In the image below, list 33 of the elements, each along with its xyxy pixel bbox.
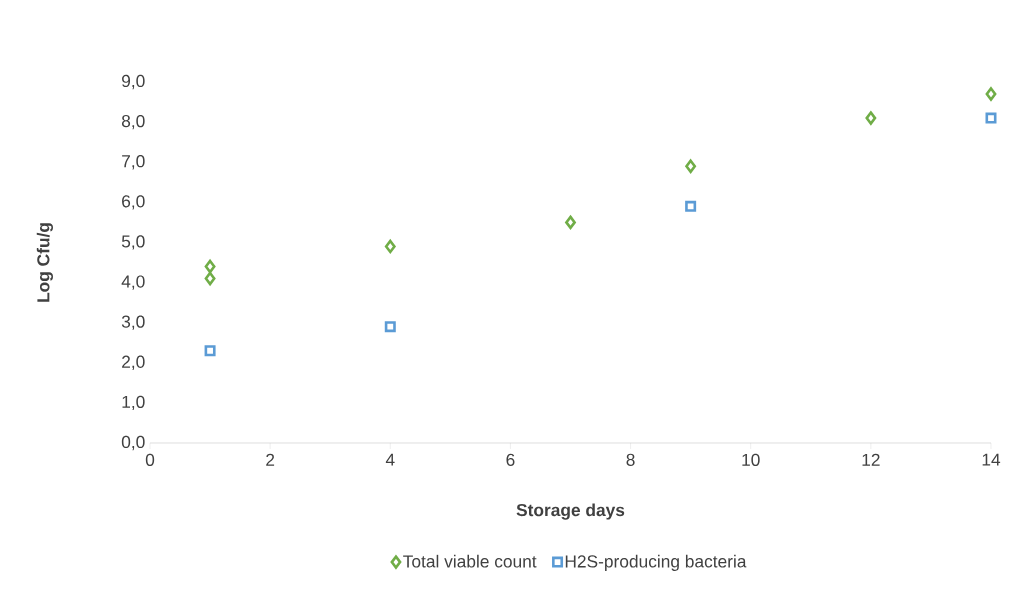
x-tick-label: 6 (506, 453, 515, 466)
y-tick-label: 0,0 (121, 435, 145, 451)
y-tick-label: 5,0 (121, 235, 145, 250)
x-tick-label: 10 (742, 453, 760, 466)
x-tick-label: 14 (982, 453, 1001, 466)
point (565, 215, 576, 230)
point (204, 345, 216, 357)
point (685, 200, 697, 212)
point (384, 321, 396, 333)
x-tick-label: 8 (626, 453, 635, 466)
point (204, 259, 216, 274)
x-tick-label: 2 (266, 453, 275, 466)
x-tick-label: 4 (385, 453, 395, 466)
y-axis-title: Log Cfu/g (36, 223, 54, 302)
point (865, 111, 877, 125)
point (204, 271, 216, 286)
x-tick-label: 12 (862, 453, 880, 466)
x-axis-title: Storage days (516, 503, 625, 520)
point (985, 87, 997, 101)
y-tick-label: 1,0 (122, 395, 145, 411)
point (985, 112, 997, 124)
y-tick-label: 4,0 (121, 275, 145, 290)
point (685, 159, 697, 174)
y-tick-label: 2,0 (122, 355, 145, 370)
x-tick-label: 0 (145, 453, 155, 466)
point (384, 239, 396, 254)
y-tick-label: 6,0 (122, 195, 145, 210)
y-tick-label: 8,0 (121, 114, 145, 130)
y-tick-label: 3,0 (121, 315, 145, 330)
legend-label: Total viable count (403, 554, 537, 568)
y-tick-label: 9,0 (122, 74, 145, 90)
legend-label: H2S-producing bacteria (565, 554, 747, 571)
y-tick-label: 7,0 (122, 155, 145, 170)
